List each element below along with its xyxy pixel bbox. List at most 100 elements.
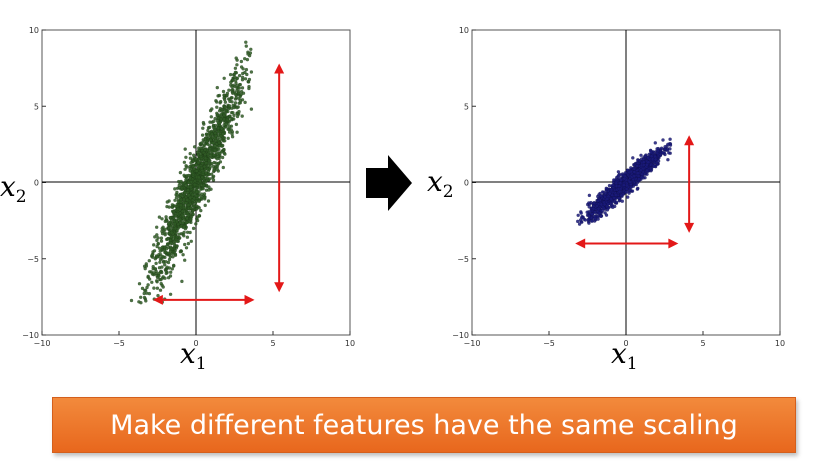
scatter-point: [170, 251, 175, 256]
scatter-point: [249, 70, 254, 74]
scatter-point: [159, 236, 164, 240]
scatter-point: [234, 56, 238, 60]
scatter-point: [616, 170, 621, 174]
scatter-point: [219, 134, 223, 138]
scatter-point: [221, 89, 226, 94]
scatter-point: [173, 204, 178, 209]
scatter-point: [167, 226, 171, 230]
scatter-point: [587, 201, 591, 205]
scatter-point: [155, 286, 160, 290]
y-tick-label: −5: [27, 255, 39, 264]
scatter-point: [181, 252, 185, 257]
scatter-point: [218, 151, 222, 156]
scatter-point: [129, 298, 134, 303]
scatter-point: [204, 161, 208, 165]
scatter-point: [180, 279, 184, 284]
scatter-point: [632, 170, 637, 174]
scatter-point: [182, 230, 186, 235]
scatter-point: [168, 215, 173, 220]
scatter-point: [158, 260, 162, 265]
scatter-point: [186, 213, 190, 218]
scatter-point: [223, 152, 227, 156]
scatter-point: [575, 219, 580, 224]
scatter-point: [165, 265, 169, 269]
scatter-point: [199, 166, 204, 170]
scatter-point: [587, 193, 592, 198]
scatter-point: [173, 226, 178, 231]
scatter-point: [207, 125, 212, 130]
scatter-point: [227, 104, 232, 108]
scatter-point: [234, 122, 239, 127]
scatter-point: [188, 195, 193, 200]
scatter-point: [210, 107, 214, 111]
scatter-point: [235, 76, 240, 81]
scatter-point: [595, 204, 599, 208]
scatter-point: [212, 153, 216, 157]
scatter-point: [190, 193, 195, 197]
scatter-point: [222, 139, 227, 143]
scatter-point: [602, 206, 606, 211]
scatter-point: [200, 141, 204, 145]
arrow-head-up: [274, 63, 285, 74]
scatter-point: [182, 160, 187, 165]
scatter-point: [656, 159, 661, 163]
scatter-point: [155, 238, 159, 243]
scatter-point: [617, 189, 622, 194]
scatter-point: [231, 91, 235, 96]
scatter-point: [200, 192, 204, 196]
scatter-point: [243, 100, 247, 105]
y-tick-label: 0: [34, 179, 39, 188]
scatter-point: [154, 261, 158, 266]
scatter-point: [179, 185, 184, 190]
scatter-point: [191, 153, 196, 157]
scatter-point: [590, 212, 594, 216]
scatter-point: [170, 267, 175, 271]
scatter-point: [639, 175, 644, 180]
scatter-point: [605, 197, 609, 201]
y-tick-label: −10: [22, 331, 39, 340]
scatter-point: [240, 75, 245, 80]
scatter-point: [192, 167, 196, 171]
scatter-point: [240, 71, 245, 76]
scatter-point: [179, 179, 183, 184]
x-tick-label: 0: [623, 339, 628, 348]
right-arrow-icon: [366, 155, 412, 211]
scatter-point: [222, 93, 226, 97]
scatter-point: [658, 152, 663, 157]
scatter-point: [142, 295, 147, 300]
scatter-point: [161, 275, 165, 279]
scatter-point: [208, 146, 212, 151]
scatter-point: [188, 176, 193, 180]
scatter-point: [212, 128, 217, 132]
scatter-point: [650, 157, 655, 161]
scatter-point: [596, 207, 601, 211]
scatter-point: [204, 184, 209, 189]
scatter-point: [200, 133, 205, 137]
scatter-point: [653, 157, 658, 162]
scatter-point: [218, 160, 223, 164]
scatter-point: [221, 132, 225, 136]
scatter-point: [227, 130, 232, 134]
scatter-point: [147, 270, 152, 274]
scatter-point: [159, 239, 164, 243]
scatter-point: [166, 237, 170, 241]
scatter-point: [188, 230, 192, 235]
scatter-point: [182, 258, 187, 262]
scatter-point: [185, 216, 189, 221]
scatter-point: [184, 220, 189, 225]
scatter-point: [244, 67, 249, 72]
scatter-point: [228, 72, 233, 77]
scatter-point: [234, 95, 239, 100]
scatter-point: [226, 136, 230, 141]
scatter-point: [225, 118, 230, 122]
scatter-point: [656, 148, 660, 153]
scatter-point: [666, 157, 670, 162]
x-tick-label: 10: [775, 339, 785, 348]
scatter-point: [185, 235, 190, 239]
scatter-point: [197, 199, 201, 204]
scatter-point: [230, 85, 234, 89]
scatter-point: [183, 147, 187, 151]
scatter-point: [199, 146, 203, 150]
scatter-point: [158, 288, 163, 292]
scatter-point: [576, 213, 580, 218]
